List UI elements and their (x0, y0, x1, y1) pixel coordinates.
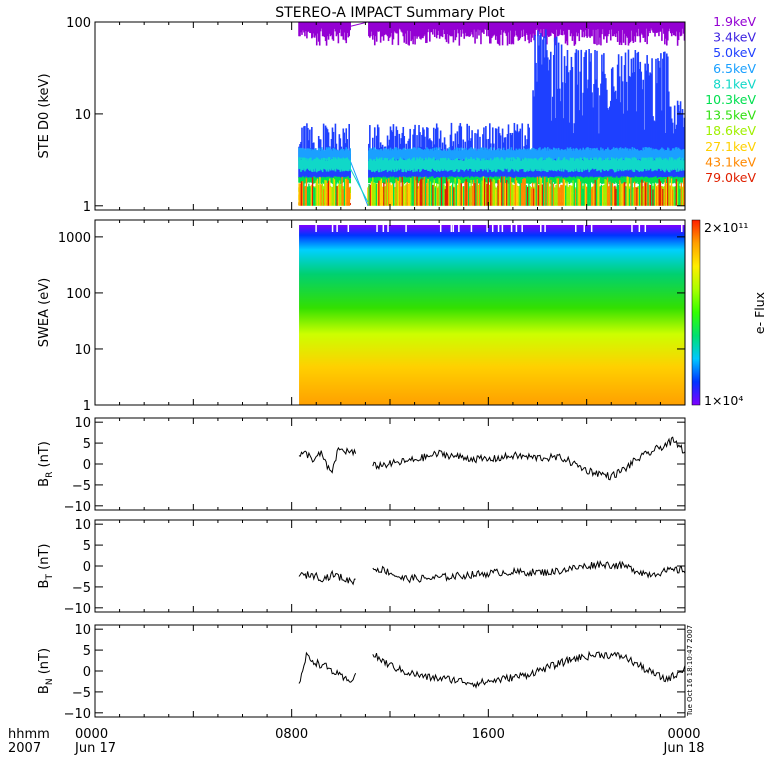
time-tick-date: Jun 18 (663, 741, 705, 756)
legend-entry: 79.0keV (705, 170, 756, 185)
time-axis-row2-label: 2007 (8, 741, 41, 756)
legend-entry: 13.5keV (705, 108, 756, 123)
y-tick-label: −10 (64, 500, 91, 515)
y-tick-label: 10 (74, 416, 91, 431)
y-axis-label-text: BR (nT) (37, 441, 55, 487)
y-tick-label: 5 (83, 539, 91, 554)
y-tick-label: 1 (83, 200, 91, 215)
y-tick-label: 10 (74, 623, 91, 638)
colorbar-label: e- Flux (752, 292, 767, 334)
y-axis-label: BN (nT) (37, 648, 55, 694)
timestamp-text: Tue Oct 16 18:10:47 2007 (686, 625, 694, 717)
colorbar-label-text: e- Flux (752, 292, 767, 334)
gap-line (350, 161, 369, 206)
gap-line (350, 168, 369, 203)
legend-entry: 8.1keV (713, 76, 756, 91)
legend-entry: 18.6keV (705, 123, 756, 138)
y-axis-label: BT (nT) (37, 544, 55, 589)
y-tick-label: 100 (66, 16, 91, 31)
legend-entry: 1.9keV (713, 14, 756, 29)
y-axis-label-text: STE D0 (keV) (37, 73, 52, 158)
plot-title: STEREO-A IMPACT Summary Plot (275, 5, 505, 21)
field-series-line (298, 436, 686, 481)
legend-entry: 43.1keV (705, 154, 756, 169)
y-tick-label: −5 (72, 581, 91, 596)
field-series-line (298, 559, 686, 586)
time-axis-row1-label: hhmm (8, 727, 50, 742)
panel-frame (94, 417, 686, 511)
y-axis-label: BR (nT) (37, 441, 55, 487)
field-series-line (298, 650, 686, 689)
time-tick-date: Jun 17 (74, 741, 116, 756)
panel-frame (94, 624, 686, 718)
time-tick-label: 0800 (275, 727, 308, 742)
y-axis-label-text: BT (nT) (37, 544, 55, 589)
legend-entry: 5.0keV (713, 45, 756, 60)
y-tick-label: 10 (74, 343, 91, 358)
y-axis-label: STE D0 (keV) (37, 73, 52, 158)
time-tick-label: 0000 (75, 727, 108, 742)
colorbar-max-label: 2×10¹¹ (704, 220, 748, 235)
y-tick-label: 100 (66, 287, 91, 302)
time-tick-label: 0000 (667, 727, 700, 742)
swea-spectrogram (299, 225, 685, 405)
time-tick-label: 1600 (472, 727, 505, 742)
timestamp: Tue Oct 16 18:10:47 2007 (686, 625, 694, 717)
legend-entry: 6.5keV (713, 61, 756, 76)
y-tick-label: −10 (64, 602, 91, 617)
y-tick-label: −5 (72, 479, 91, 494)
y-tick-label: 10 (74, 518, 91, 533)
y-axis-label-text: BN (nT) (37, 648, 55, 694)
y-tick-label: 5 (83, 644, 91, 659)
y-tick-label: −5 (72, 686, 91, 701)
legend-entry: 3.4keV (713, 30, 756, 45)
ste-traces (298, 22, 685, 206)
y-tick-label: 1 (83, 399, 91, 414)
y-tick-label: 10 (74, 108, 91, 123)
y-tick-label: 1000 (58, 231, 91, 246)
y-axis-label-text: SWEA (eV) (37, 278, 52, 347)
y-tick-label: 0 (83, 458, 91, 473)
y-tick-label: 0 (83, 665, 91, 680)
colorbar-min-label: 1×10⁴ (704, 393, 743, 408)
y-tick-label: 5 (83, 437, 91, 452)
colorbar (691, 219, 701, 406)
y-tick-label: 0 (83, 560, 91, 575)
y-tick-label: −10 (64, 707, 91, 722)
legend-entry: 27.1keV (705, 139, 756, 154)
y-axis-label: SWEA (eV) (37, 278, 52, 347)
legend-entry: 10.3keV (705, 92, 756, 107)
